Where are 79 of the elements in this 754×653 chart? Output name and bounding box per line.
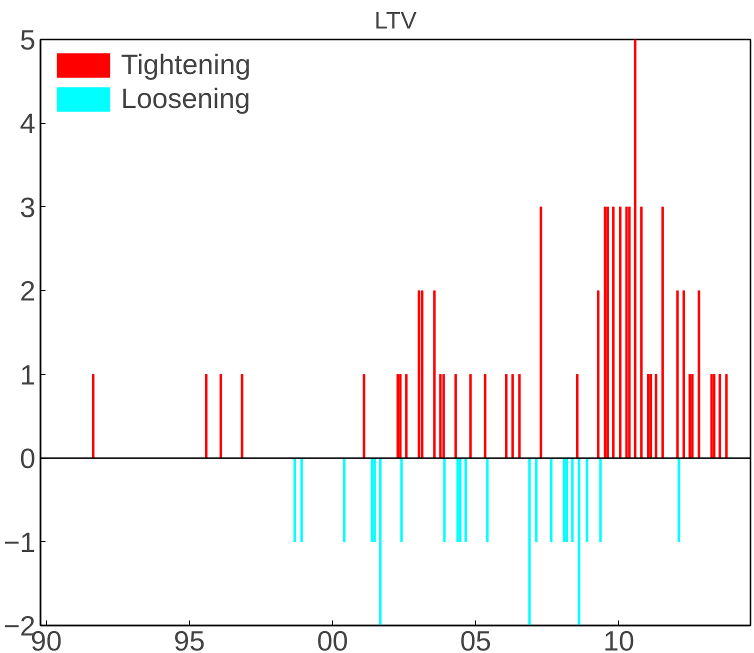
bar [293,458,296,542]
bar [486,458,489,542]
bar [698,290,700,458]
bar [379,458,382,626]
bar [647,374,650,458]
y-tick-label: 4 [20,108,36,140]
bar [362,374,366,458]
bar [505,374,508,458]
y-tick-label: 1 [20,359,36,390]
bar [725,374,728,458]
bar [205,374,208,458]
y-tick-label: 0 [20,443,36,474]
bar [691,374,694,458]
bar [343,458,346,542]
bar [300,458,303,542]
x-tick-label: 10 [603,626,634,653]
bar [661,206,664,458]
y-tick-label: 3 [20,192,36,223]
bar [442,374,445,458]
x-tick-label: 05 [460,626,492,653]
bar [678,458,680,542]
bar [578,458,580,626]
bar [712,374,716,458]
bar [676,290,679,458]
bar [511,374,514,458]
x-tick-label: 95 [174,626,205,653]
bar [443,458,446,542]
bar [562,458,566,542]
bar [405,374,408,458]
bar [439,374,442,458]
legend-label: Loosening [121,83,250,115]
bar [571,458,574,542]
bar [400,458,403,542]
bar [718,374,722,458]
bar [640,206,643,458]
bar [618,206,622,458]
bar [433,290,436,458]
y-tick-label: 2 [20,276,36,307]
legend-label: Tightening [121,49,251,81]
bar [454,374,457,458]
bar [682,290,686,458]
bar [550,458,552,542]
bar [420,290,424,458]
bar [710,374,713,458]
bar [654,374,658,458]
bar [220,374,222,458]
bar [396,374,400,458]
bar [469,374,472,458]
bar [650,374,652,458]
bar [92,374,94,458]
bar [240,374,244,458]
bar [528,458,531,626]
bar [456,458,459,542]
bar [540,206,542,458]
bar [484,374,486,458]
y-tick-label: 5 [20,24,36,56]
bar [518,374,521,458]
bar [599,458,602,542]
bar [606,206,609,458]
y-tick-label: −1 [4,526,36,558]
bar [612,206,615,458]
bar [418,290,420,458]
bar [464,458,467,542]
bar [628,206,631,458]
bar [688,374,692,458]
chart-title: LTV [374,8,417,34]
bar [576,374,579,458]
bar [625,206,628,458]
bar [604,206,606,458]
bar [596,290,600,458]
bar [370,458,374,542]
bar [458,458,462,542]
x-tick-label: 00 [316,626,348,653]
bar [565,458,568,542]
bar [373,458,376,542]
bar [535,458,538,542]
bar [634,40,636,458]
bar [399,374,402,458]
bar [586,458,588,542]
